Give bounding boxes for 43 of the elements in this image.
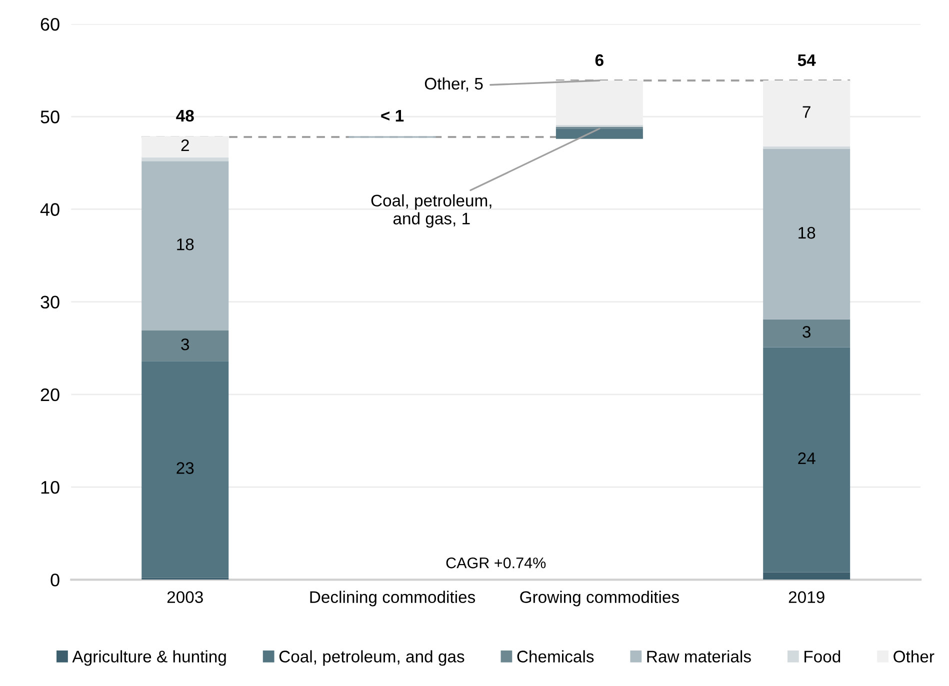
bar [763, 146, 850, 150]
legend-label: Raw materials [647, 650, 751, 662]
annotation: 54 [798, 54, 816, 66]
y-tick-label: 10 [41, 480, 60, 494]
data-label: 7 [802, 106, 810, 118]
legend-label: Other [894, 650, 934, 662]
y-tick-label: 60 [40, 18, 60, 31]
y-tick-label: 20 [40, 388, 60, 402]
data-label: 2 [181, 139, 189, 152]
x-tick-label: Growing commodities [520, 590, 679, 606]
x-tick-label: 2003 [167, 591, 203, 604]
legend-label: Chemicals [517, 650, 594, 662]
data-label: 3 [181, 338, 190, 350]
annotation: < 1 [381, 110, 404, 122]
annotation: Other, 5 [424, 77, 483, 92]
bar [763, 149, 850, 320]
legend-label: Food [804, 650, 840, 662]
bar [763, 347, 850, 572]
x-tick-label: Declining commodities [310, 590, 476, 606]
legend-label: Coal, petroleum, and gas [279, 650, 464, 666]
data-label: 3 [802, 326, 810, 338]
annotation: Coal, petroleum, and gas, 1 [371, 194, 492, 228]
bar [763, 572, 850, 580]
y-tick-label: 40 [40, 203, 60, 216]
y-tick-label: 30 [40, 296, 60, 309]
bar [142, 157, 229, 162]
bar [142, 161, 229, 331]
bar [556, 128, 643, 139]
data-label: 18 [177, 238, 194, 250]
annotation: 6 [595, 54, 604, 66]
legend-label: Agriculture & hunting [72, 650, 226, 666]
y-tick-label: 0 [50, 574, 60, 586]
data-label: 23 [176, 462, 194, 474]
data-label: 24 [798, 452, 816, 464]
bar [142, 136, 229, 158]
x-tick-label: 2019 [788, 591, 824, 604]
annotation: 48 [176, 110, 194, 122]
bar [763, 319, 850, 348]
bar [142, 330, 229, 362]
y-tick-label: 50 [40, 110, 60, 124]
annotation: CAGR +0.74% [446, 557, 546, 568]
data-label: 18 [798, 226, 816, 239]
bar [142, 361, 229, 578]
